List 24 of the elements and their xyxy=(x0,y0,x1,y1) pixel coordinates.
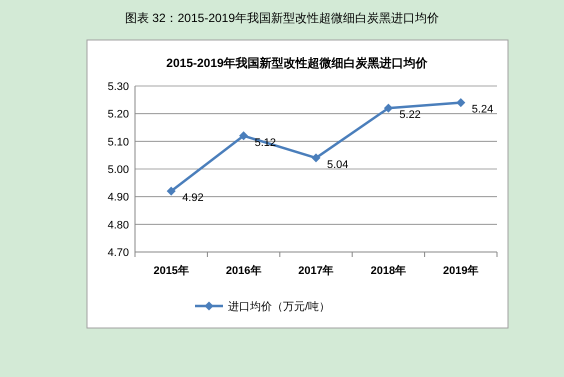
x-tick-label: 2019年 xyxy=(443,264,479,277)
chart-subtitle: 2015-2019年我国新型改性超微细白炭黑进口均价 xyxy=(166,56,429,70)
y-tick-label: 5.00 xyxy=(108,164,129,176)
y-tick-label: 4.70 xyxy=(108,247,129,259)
y-tick-label: 4.80 xyxy=(108,219,129,232)
y-tick-label: 5.20 xyxy=(108,108,129,121)
y-tick-label: 5.10 xyxy=(108,136,129,148)
x-tick-label: 2018年 xyxy=(370,264,406,277)
y-tick-label: 4.90 xyxy=(108,192,129,204)
y-tick-label: 5.30 xyxy=(108,81,129,93)
data-label: 5.24 xyxy=(472,104,494,116)
legend-label: 进口均价（万元/吨） xyxy=(228,300,330,313)
x-tick-label: 2015年 xyxy=(153,264,189,277)
chart-title: 图表 32：2015-2019年我国新型改性超微细白炭黑进口均价 xyxy=(124,11,440,25)
data-label: 4.92 xyxy=(182,192,204,204)
point xyxy=(384,104,393,113)
data-label: 5.04 xyxy=(327,158,348,171)
point xyxy=(166,186,176,196)
point xyxy=(239,131,248,140)
point xyxy=(312,153,320,162)
x-tick-label: 2017年 xyxy=(298,264,334,277)
x-tick-label: 2016年 xyxy=(226,264,262,277)
point xyxy=(456,98,466,108)
data-label: 5.22 xyxy=(399,109,421,122)
